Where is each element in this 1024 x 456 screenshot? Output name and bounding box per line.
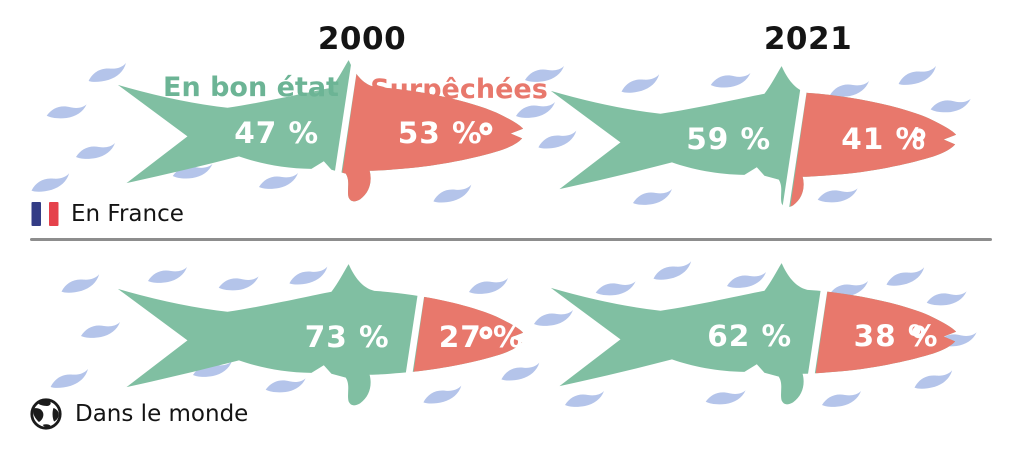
wave-icon: [621, 74, 660, 93]
wave-icon: [930, 98, 971, 113]
wave-icon: [423, 385, 462, 404]
legend-label-overfished: Surpêchées: [370, 74, 548, 105]
france-flag-icon: [31, 202, 59, 226]
wave-icon: [727, 272, 766, 288]
wave-icon: [710, 73, 751, 88]
good-percent-label: 47 %: [234, 116, 319, 150]
wave-icon: [433, 184, 472, 203]
fish-split-gap: [328, 52, 360, 217]
wave-icon: [538, 130, 577, 149]
good-percent-label: 73 %: [305, 320, 390, 354]
wave-icon: [218, 276, 259, 291]
wave-icon: [61, 274, 100, 293]
wave-icon: [829, 281, 868, 297]
fish-eye-icon: [479, 122, 493, 136]
wave-icon: [172, 164, 213, 179]
fish-eye-icon: [479, 326, 493, 340]
wave-icon: [653, 261, 692, 280]
over-percent-label: 27 %: [439, 320, 524, 354]
wave-icon: [926, 291, 967, 306]
legend-label-good-state: En bon état: [163, 72, 339, 103]
wave-icon: [501, 362, 540, 381]
wave-icon: [633, 189, 672, 205]
wave-icon: [830, 81, 869, 97]
wave-icon: [886, 267, 925, 286]
over-percent-label: 53 %: [398, 116, 483, 150]
wave-icon: [705, 390, 746, 405]
wave-icon: [914, 370, 953, 389]
fish-segment-overfished: [808, 263, 957, 405]
wave-icon: [81, 322, 120, 338]
year-header-2021: 2021: [763, 21, 853, 57]
fish-segment-overfished: [787, 66, 957, 208]
wave-icon: [534, 310, 573, 326]
row-label-world-text: Dans le monde: [75, 401, 249, 427]
wave-icon: [50, 368, 88, 388]
row-label-france-text: En France: [71, 201, 184, 227]
over-percent-label: 41 %: [841, 122, 926, 156]
fish-chart-world-2000: 73 % 27 %: [115, 256, 525, 421]
wave-icon: [193, 361, 232, 377]
globe-icon: [30, 398, 62, 430]
year-header-2000: 2000: [317, 21, 407, 57]
wave-icon: [822, 391, 861, 407]
fish-split-gap: [780, 58, 812, 223]
wave-icon: [31, 173, 70, 192]
wave-icon: [595, 281, 636, 296]
wave-icon: [565, 391, 604, 407]
fish-segment-overfished: [335, 60, 524, 202]
wave-icon: [525, 66, 564, 82]
wave-icon: [265, 378, 306, 393]
good-percent-label: 62 %: [707, 319, 792, 353]
good-percent-label: 59 %: [686, 122, 771, 156]
fish-chart-france-2000: 47 % 53 %: [115, 52, 525, 217]
fish-split-gap: [801, 255, 833, 420]
row-label-world: Dans le monde: [29, 397, 248, 431]
section-divider: [30, 238, 992, 241]
wave-icon: [148, 267, 187, 283]
fish-eye-icon: [912, 325, 926, 339]
fish-chart-france-2021: 59 % 41 %: [548, 58, 958, 223]
wave-icon: [516, 102, 555, 118]
wave-icon: [469, 278, 508, 294]
row-label-france: En France: [31, 201, 184, 227]
over-percent-label: 38 %: [854, 319, 939, 353]
wave-icon: [289, 266, 328, 285]
wave-icon: [76, 143, 115, 159]
wave-icon: [88, 62, 126, 82]
wave-icon: [259, 173, 298, 189]
wave-icon: [898, 65, 936, 85]
wave-icon: [46, 104, 87, 119]
wave-icon: [817, 188, 858, 203]
fish-chart-world-2021: 62 % 38 %: [548, 255, 958, 420]
fish-eye-icon: [912, 128, 926, 142]
fish-split-gap: [398, 256, 431, 421]
